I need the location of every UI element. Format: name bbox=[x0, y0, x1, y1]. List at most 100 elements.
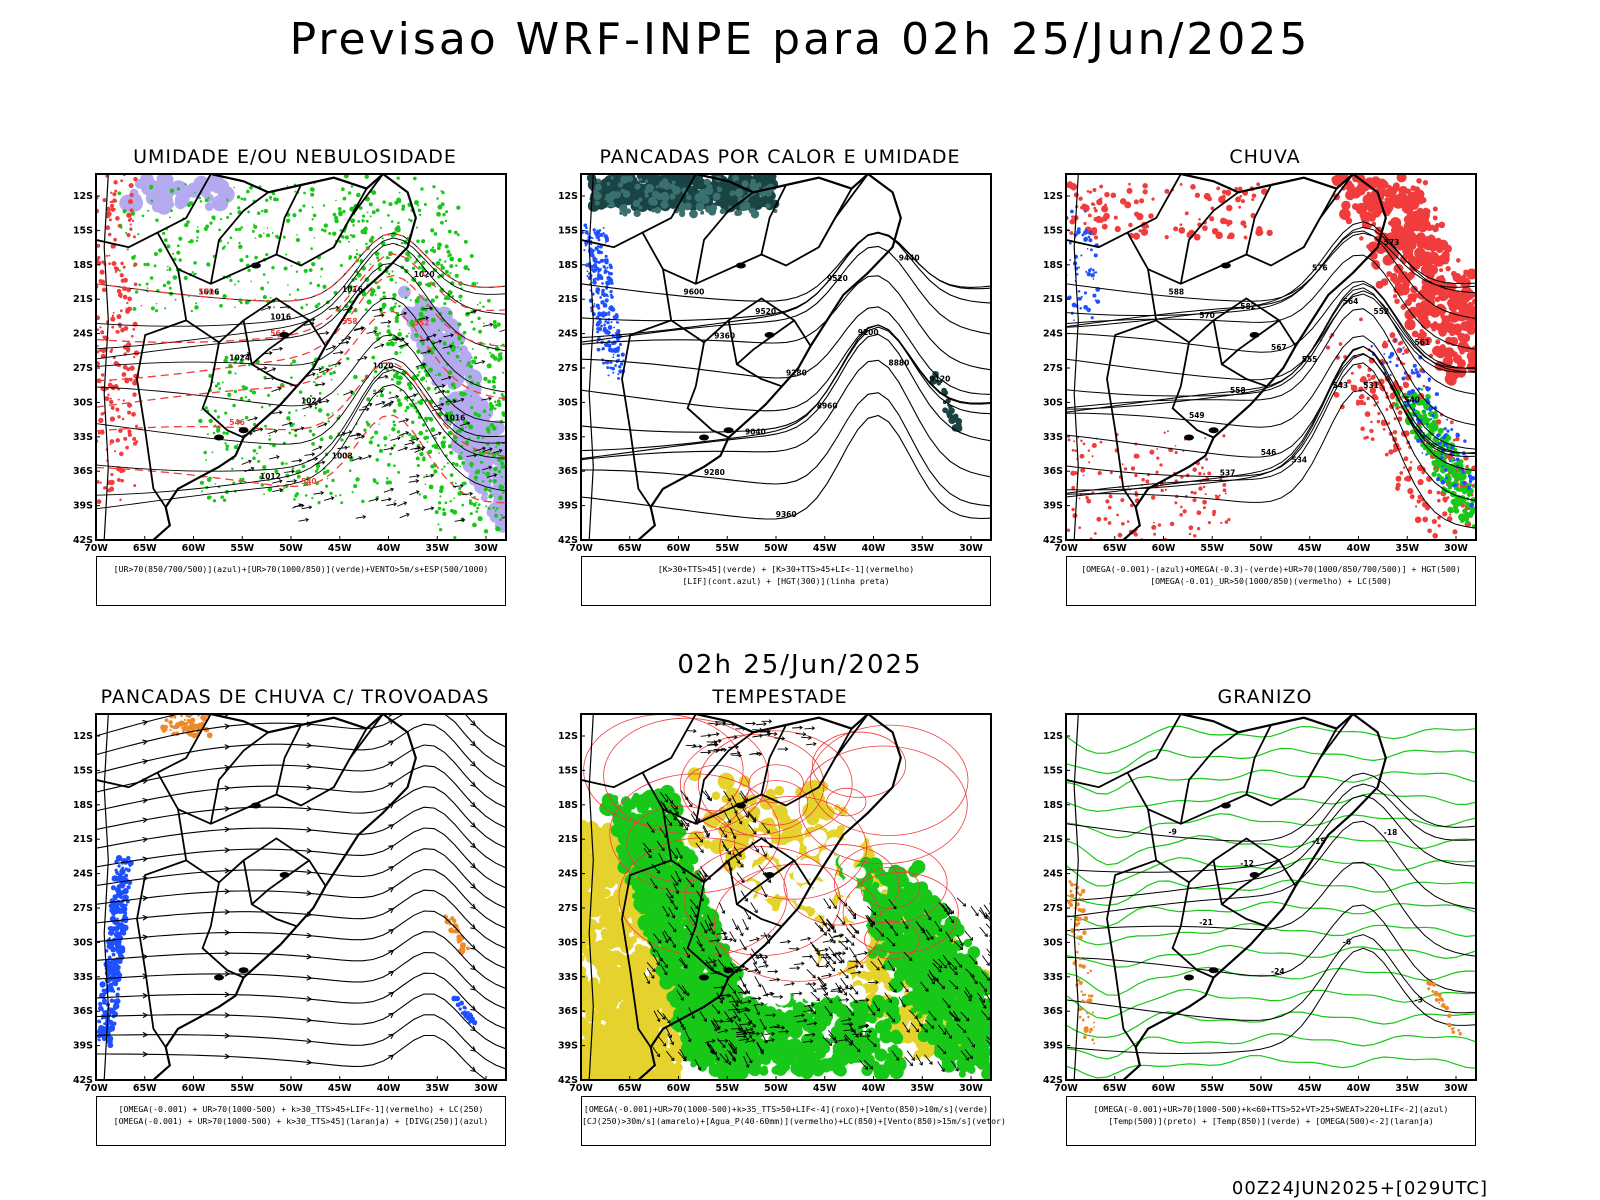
shaded-cell bbox=[425, 355, 443, 374]
shaded-cell bbox=[1458, 469, 1462, 473]
shaded-cell bbox=[265, 198, 269, 202]
shaded-cell bbox=[269, 297, 272, 299]
shaded-cell bbox=[1077, 289, 1081, 293]
shaded-cell bbox=[1434, 392, 1439, 397]
shaded-cell bbox=[109, 966, 114, 972]
shaded-cell bbox=[1425, 422, 1429, 426]
shaded-cell bbox=[122, 399, 125, 402]
shaded-cell bbox=[1431, 471, 1437, 477]
shaded-cell bbox=[502, 491, 505, 494]
shaded-cell bbox=[1409, 429, 1415, 435]
shaded-cell bbox=[280, 461, 285, 466]
shaded-cell bbox=[1411, 398, 1416, 402]
shaded-cell bbox=[1226, 223, 1230, 227]
streamline-arrow bbox=[142, 934, 149, 941]
contour-label: 1016 bbox=[445, 413, 466, 422]
shaded-cell bbox=[98, 417, 104, 424]
shaded-cell bbox=[98, 1038, 101, 1042]
shaded-cell bbox=[1447, 506, 1454, 514]
wind-vector-head bbox=[430, 473, 434, 478]
shaded-cell bbox=[1426, 224, 1433, 232]
wind-vector bbox=[318, 400, 329, 404]
shaded-cell bbox=[160, 175, 173, 187]
shaded-cell bbox=[1092, 188, 1097, 193]
shaded-cell bbox=[109, 439, 115, 444]
shaded-cell bbox=[111, 325, 115, 329]
shaded-cell bbox=[352, 224, 355, 227]
wind-vector-head bbox=[466, 421, 471, 426]
wind-vector bbox=[423, 474, 434, 478]
shaded-cell bbox=[438, 258, 442, 262]
shaded-cell bbox=[461, 426, 475, 440]
shaded-cell bbox=[1069, 183, 1078, 191]
shaded-cell bbox=[433, 232, 438, 236]
shaded-cell bbox=[1078, 196, 1083, 201]
shaded-cell bbox=[225, 447, 229, 451]
streamline-arrow bbox=[142, 895, 149, 902]
shaded-cell bbox=[115, 854, 123, 862]
streamline-arrow bbox=[306, 869, 313, 875]
shaded-cell bbox=[447, 370, 453, 376]
streamline-arrow bbox=[142, 1051, 149, 1058]
shaded-cell bbox=[744, 174, 752, 180]
shaded-cell bbox=[1345, 217, 1353, 225]
shaded-cell bbox=[768, 199, 775, 205]
shaded-cell bbox=[398, 304, 401, 308]
shaded-cell bbox=[609, 272, 613, 276]
shaded-cell bbox=[438, 452, 440, 454]
shaded-cell bbox=[1174, 450, 1178, 455]
shaded-cell bbox=[1471, 465, 1476, 472]
lon-tick-label: 70W bbox=[1054, 543, 1078, 554]
wind-vector bbox=[453, 485, 464, 488]
shaded-cell bbox=[206, 732, 213, 739]
streamline-arrow bbox=[306, 995, 313, 1002]
shaded-cell bbox=[442, 511, 447, 516]
shaded-cell bbox=[759, 195, 770, 206]
shaded-cell bbox=[638, 205, 643, 210]
shaded-cell bbox=[334, 365, 337, 368]
shaded-cell bbox=[458, 294, 463, 299]
shaded-cell bbox=[331, 412, 334, 414]
wind-vector-head bbox=[488, 447, 493, 452]
shaded-cell bbox=[475, 501, 478, 504]
shaded-cell bbox=[300, 306, 304, 310]
contour-label: 8880 bbox=[889, 359, 910, 368]
country-border bbox=[686, 342, 729, 439]
shaded-cell bbox=[1204, 493, 1207, 496]
shaded-cell bbox=[671, 180, 676, 185]
shaded-cell bbox=[1448, 367, 1456, 375]
shaded-cell bbox=[285, 253, 288, 256]
shaded-cell bbox=[169, 728, 172, 732]
wind-vector-head bbox=[373, 329, 378, 334]
shaded-cell bbox=[386, 477, 389, 480]
shaded-cell bbox=[314, 469, 318, 473]
shaded-cell bbox=[418, 371, 421, 374]
shaded-cell bbox=[1416, 373, 1422, 378]
lake-marker bbox=[250, 262, 261, 269]
shaded-cell bbox=[181, 726, 184, 730]
lake-marker bbox=[214, 434, 224, 441]
contour-label: 546 bbox=[229, 418, 245, 427]
shaded-cell bbox=[397, 401, 403, 407]
shaded-cell bbox=[424, 298, 428, 302]
shaded-cell bbox=[436, 211, 441, 217]
shaded-cell bbox=[1092, 293, 1097, 298]
shaded-cell bbox=[1153, 532, 1157, 536]
wind-vector-head bbox=[509, 440, 512, 443]
shaded-cell bbox=[950, 416, 955, 421]
map-chuva: 5885825765735705675645615585555525495465… bbox=[1043, 173, 1477, 554]
streamline bbox=[96, 744, 506, 808]
shaded-cell bbox=[376, 395, 379, 398]
shaded-cell bbox=[603, 175, 617, 188]
lat-tick-label: 24S bbox=[1043, 329, 1063, 340]
shaded-cell bbox=[1422, 516, 1429, 523]
streamline-arrow bbox=[470, 781, 477, 788]
shaded-cell bbox=[150, 199, 154, 203]
shaded-cell bbox=[1068, 241, 1072, 245]
shaded-cell bbox=[700, 210, 705, 215]
shaded-cell bbox=[390, 342, 395, 347]
shaded-cell bbox=[295, 409, 298, 412]
wind-vector-head bbox=[395, 394, 400, 399]
shaded-cell bbox=[1415, 302, 1423, 309]
shaded-cell bbox=[1363, 177, 1376, 189]
